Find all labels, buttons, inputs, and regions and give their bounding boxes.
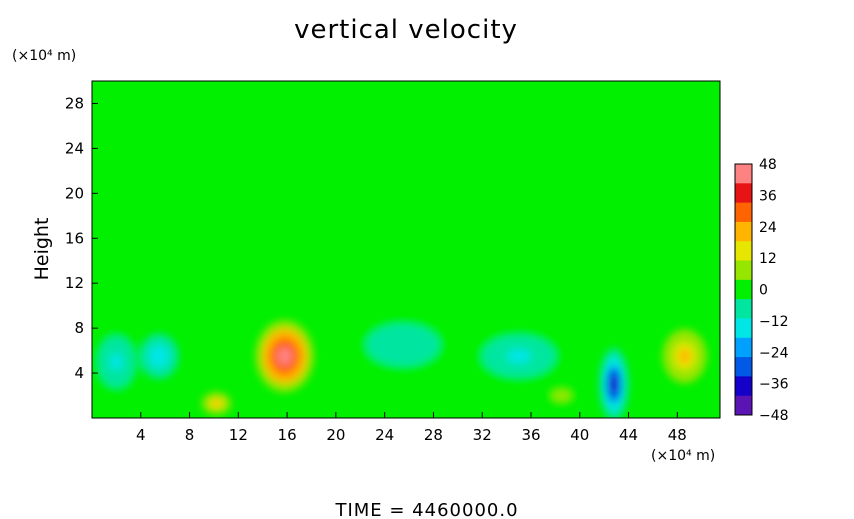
y-axis: 4 8 12 16 20 24 28 bbox=[65, 94, 98, 382]
time-label: TIME = 4460000.0 bbox=[334, 500, 518, 519]
velocity-feature-0-level-3 bbox=[277, 347, 292, 366]
x-tick-label: 32 bbox=[473, 426, 492, 444]
colorbar-label: 0 bbox=[759, 283, 768, 299]
y-tick-label: 24 bbox=[65, 139, 84, 157]
x-axis: 4 8 12 16 20 24 28 32 36 40 44 48 bbox=[136, 412, 687, 444]
chart-title: vertical velocity bbox=[294, 15, 518, 45]
colorbar-swatch bbox=[735, 299, 752, 319]
x-tick-label: 24 bbox=[375, 426, 394, 444]
x-tick-label: 28 bbox=[424, 426, 443, 444]
colorbar-label: −24 bbox=[759, 345, 789, 361]
velocity-feature-3-level-3 bbox=[212, 400, 221, 407]
colorbar-label: 48 bbox=[759, 157, 777, 173]
x-tick-label: 36 bbox=[521, 426, 540, 444]
colorbar-label: 24 bbox=[759, 220, 777, 236]
colorbar-label: 12 bbox=[759, 251, 777, 267]
y-axis-unit: (×10⁴ m) bbox=[12, 48, 76, 64]
x-tick-label: 12 bbox=[229, 426, 248, 444]
colorbar-swatch bbox=[735, 395, 752, 416]
velocity-feature-2-level-3 bbox=[679, 349, 691, 363]
colorbar-swatch bbox=[735, 337, 752, 358]
colorbar-swatch bbox=[735, 318, 752, 339]
x-tick-label: 44 bbox=[619, 426, 638, 444]
velocity-feature-4-level-3 bbox=[154, 350, 164, 362]
colorbar-label: −12 bbox=[759, 314, 789, 330]
colorbar-frame bbox=[734, 163, 753, 416]
colorbar-label: −36 bbox=[759, 377, 789, 393]
velocity-feature-5-level-3 bbox=[506, 349, 531, 364]
colorbar: 48 36 24 12 0 −12 −24 −36 −48 bbox=[734, 157, 789, 424]
colorbar-swatch bbox=[735, 241, 752, 262]
velocity-feature-6-level-3 bbox=[390, 337, 416, 353]
y-tick-label: 28 bbox=[65, 94, 84, 112]
x-tick-label: 20 bbox=[326, 426, 345, 444]
colorbar-swatch bbox=[735, 221, 752, 242]
x-tick-label: 4 bbox=[136, 426, 146, 444]
x-tick-label: 40 bbox=[570, 426, 589, 444]
velocity-feature-7-level-3 bbox=[110, 353, 123, 371]
plot-frame bbox=[91, 80, 721, 419]
x-tick-label: 48 bbox=[668, 426, 687, 444]
velocity-features bbox=[92, 316, 707, 418]
x-axis-unit: (×10⁴ m) bbox=[651, 448, 715, 464]
colorbar-label: −48 bbox=[759, 408, 789, 424]
y-tick-label: 4 bbox=[74, 364, 84, 382]
velocity-feature-8-level-3 bbox=[556, 392, 567, 399]
y-tick-label: 12 bbox=[65, 274, 84, 292]
y-tick-label: 8 bbox=[74, 319, 84, 337]
colorbar-swatch bbox=[735, 260, 752, 281]
y-tick-label: 16 bbox=[65, 229, 84, 247]
colorbar-label: 36 bbox=[759, 188, 777, 204]
colorbar-swatch bbox=[735, 183, 752, 204]
plot-area bbox=[92, 81, 720, 418]
colorbar-swatch bbox=[735, 279, 752, 300]
velocity-feature-1-level-3 bbox=[610, 375, 618, 394]
x-tick-label: 8 bbox=[185, 426, 195, 444]
y-axis-label: Height bbox=[31, 218, 53, 281]
y-tick-label: 20 bbox=[65, 184, 84, 202]
colorbar-swatch bbox=[735, 164, 752, 184]
x-tick-label: 16 bbox=[278, 426, 297, 444]
colorbar-swatch bbox=[735, 376, 752, 397]
colorbar-swatch bbox=[735, 202, 752, 223]
colorbar-swatch bbox=[735, 357, 752, 377]
